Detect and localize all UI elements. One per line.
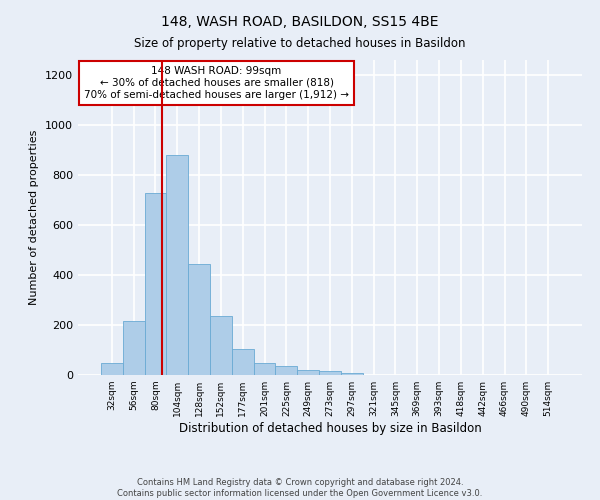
Bar xyxy=(123,322,145,375)
Bar xyxy=(254,363,275,375)
Bar xyxy=(275,366,297,375)
Bar xyxy=(297,370,319,375)
Bar xyxy=(101,362,123,375)
X-axis label: Distribution of detached houses by size in Basildon: Distribution of detached houses by size … xyxy=(179,422,481,435)
Bar xyxy=(188,264,210,375)
Y-axis label: Number of detached properties: Number of detached properties xyxy=(29,130,40,305)
Text: 148 WASH ROAD: 99sqm
← 30% of detached houses are smaller (818)
70% of semi-deta: 148 WASH ROAD: 99sqm ← 30% of detached h… xyxy=(84,66,349,100)
Text: Contains HM Land Registry data © Crown copyright and database right 2024.
Contai: Contains HM Land Registry data © Crown c… xyxy=(118,478,482,498)
Bar xyxy=(145,192,166,375)
Bar xyxy=(210,316,232,375)
Text: 148, WASH ROAD, BASILDON, SS15 4BE: 148, WASH ROAD, BASILDON, SS15 4BE xyxy=(161,15,439,29)
Bar xyxy=(341,372,363,375)
Bar xyxy=(166,155,188,375)
Text: Size of property relative to detached houses in Basildon: Size of property relative to detached ho… xyxy=(134,38,466,51)
Bar xyxy=(319,371,341,375)
Bar xyxy=(232,349,254,375)
